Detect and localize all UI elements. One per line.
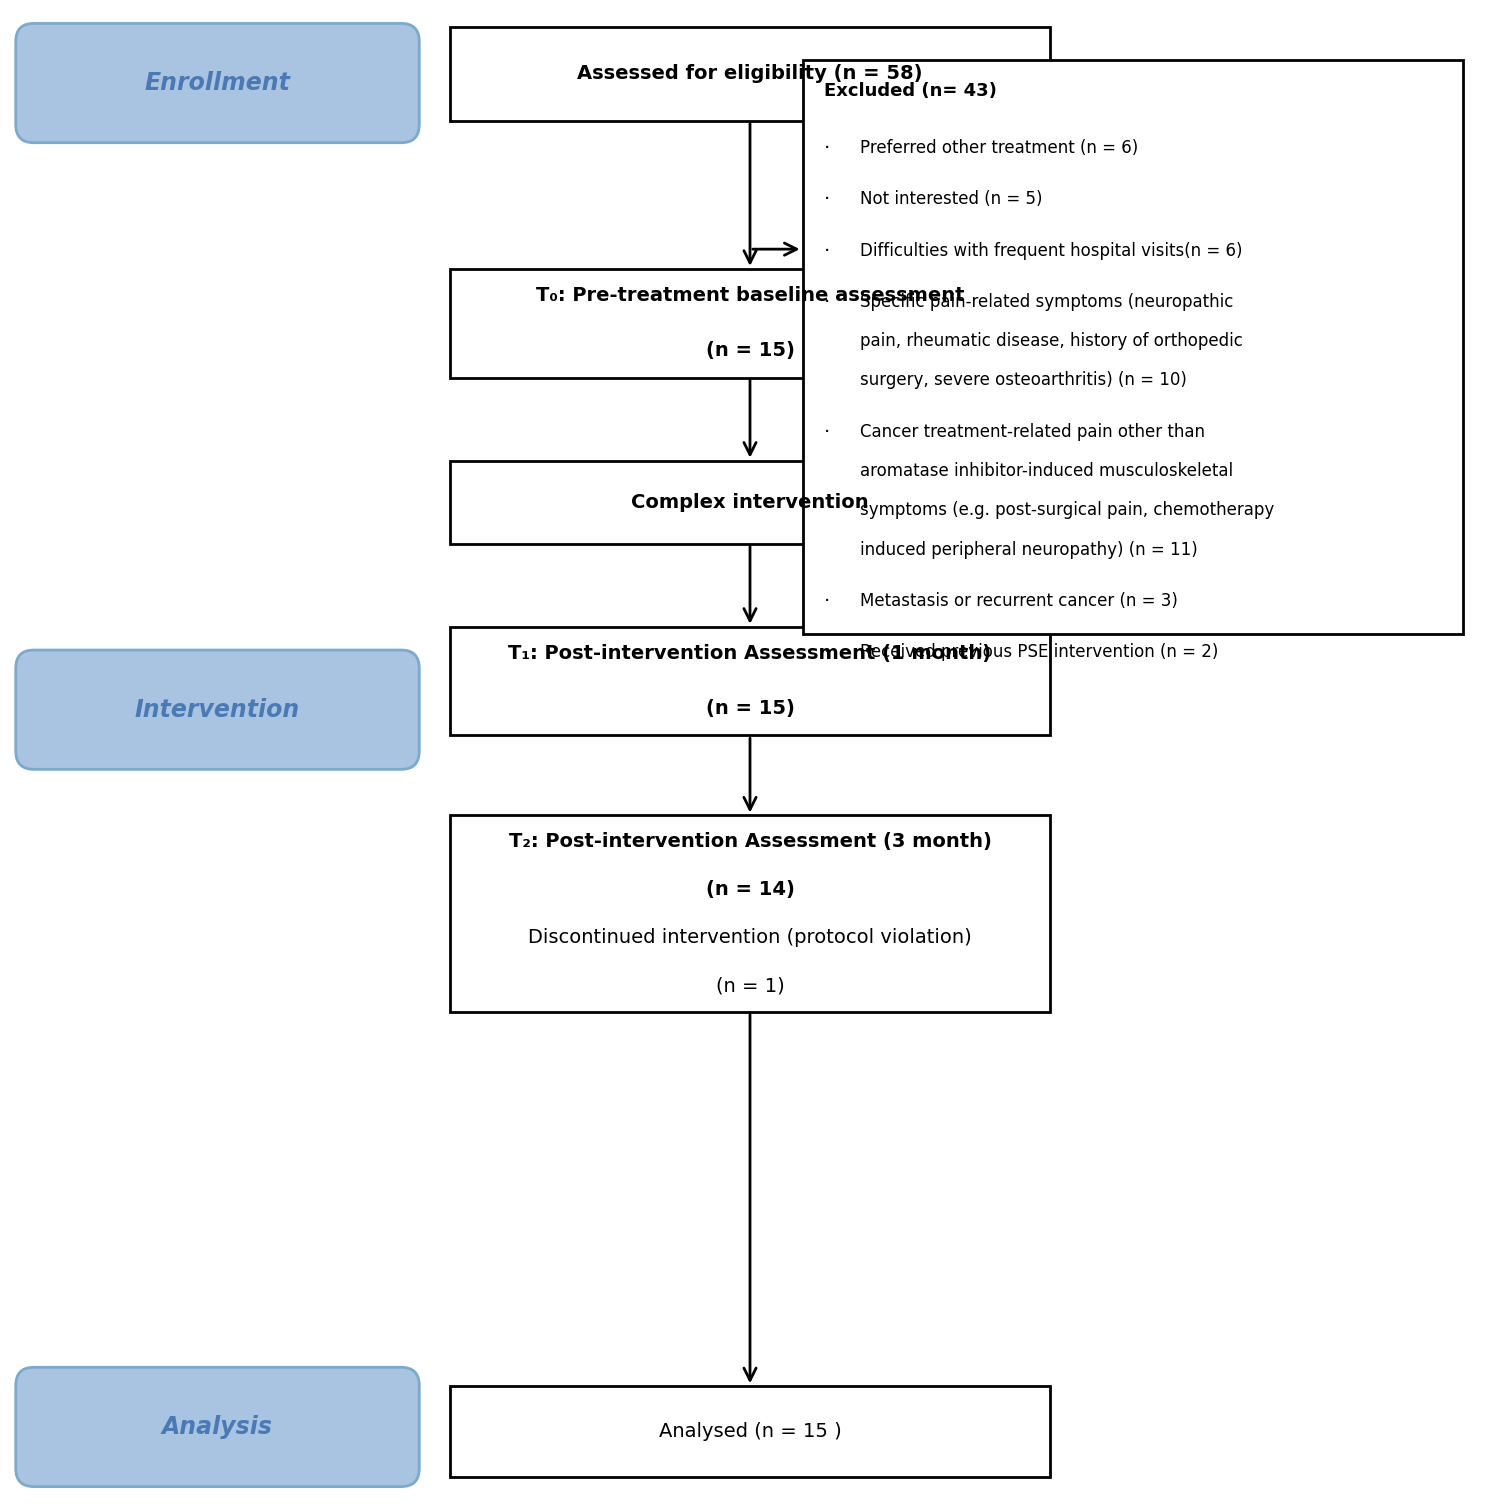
FancyBboxPatch shape [450, 461, 1050, 544]
Text: ·: · [824, 423, 830, 442]
Text: ·: · [824, 643, 830, 663]
Text: Metastasis or recurrent cancer (n = 3): Metastasis or recurrent cancer (n = 3) [859, 592, 1178, 610]
Text: Enrollment: Enrollment [144, 71, 291, 95]
Text: Specific pain-related symptoms (neuropathic: Specific pain-related symptoms (neuropat… [859, 293, 1233, 311]
Text: Assessed for eligibility (n = 58): Assessed for eligibility (n = 58) [578, 65, 922, 83]
Text: symptoms (e.g. post-surgical pain, chemotherapy: symptoms (e.g. post-surgical pain, chemo… [859, 501, 1274, 519]
Text: ·: · [824, 242, 830, 261]
Text: Analysed (n = 15 ): Analysed (n = 15 ) [658, 1422, 842, 1441]
Text: (n = 1): (n = 1) [716, 977, 784, 995]
Text: Complex intervention: Complex intervention [632, 492, 868, 512]
Text: T₀: Pre-treatment baseline assessment: T₀: Pre-treatment baseline assessment [536, 287, 964, 305]
Text: Excluded (n= 43): Excluded (n= 43) [824, 82, 996, 100]
Text: ·: · [824, 190, 830, 210]
FancyBboxPatch shape [450, 627, 1050, 735]
Text: ·: · [824, 293, 830, 313]
Text: (n = 15): (n = 15) [705, 699, 795, 717]
Text: Discontinued intervention (protocol violation): Discontinued intervention (protocol viol… [528, 929, 972, 947]
Text: ·: · [824, 592, 830, 612]
Text: T₁: Post-intervention Assessment (1 month): T₁: Post-intervention Assessment (1 mont… [509, 645, 992, 663]
Text: T₂: Post-intervention Assessment (3 month): T₂: Post-intervention Assessment (3 mont… [509, 832, 992, 850]
Text: pain, rheumatic disease, history of orthopedic: pain, rheumatic disease, history of orth… [859, 332, 1242, 350]
Text: Difficulties with frequent hospital visits(n = 6): Difficulties with frequent hospital visi… [859, 242, 1242, 260]
Text: Analysis: Analysis [162, 1415, 273, 1439]
FancyBboxPatch shape [15, 24, 420, 142]
FancyBboxPatch shape [450, 815, 1050, 1012]
Text: (n = 14): (n = 14) [705, 880, 795, 898]
Text: Preferred other treatment (n = 6): Preferred other treatment (n = 6) [859, 139, 1137, 157]
FancyBboxPatch shape [450, 1386, 1050, 1477]
FancyBboxPatch shape [802, 60, 1462, 634]
FancyBboxPatch shape [15, 1368, 420, 1486]
Text: Cancer treatment-related pain other than: Cancer treatment-related pain other than [859, 423, 1204, 441]
Text: Intervention: Intervention [135, 698, 300, 722]
FancyBboxPatch shape [450, 27, 1050, 121]
Text: Received previous PSE intervention (n = 2): Received previous PSE intervention (n = … [859, 643, 1218, 661]
Text: induced peripheral neuropathy) (n = 11): induced peripheral neuropathy) (n = 11) [859, 541, 1197, 559]
Text: Not interested (n = 5): Not interested (n = 5) [859, 190, 1042, 208]
Text: surgery, severe osteoarthritis) (n = 10): surgery, severe osteoarthritis) (n = 10) [859, 371, 1186, 390]
FancyBboxPatch shape [450, 269, 1050, 378]
FancyBboxPatch shape [15, 649, 420, 769]
Text: ·: · [824, 139, 830, 159]
Text: (n = 15): (n = 15) [705, 341, 795, 359]
Text: aromatase inhibitor-induced musculoskeletal: aromatase inhibitor-induced musculoskele… [859, 462, 1233, 480]
